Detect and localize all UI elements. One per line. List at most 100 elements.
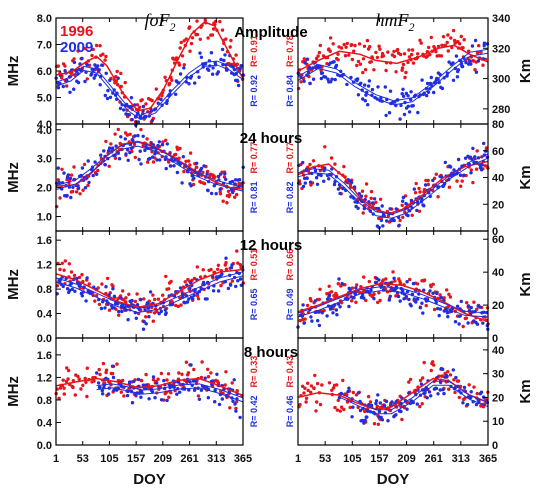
point-2009: [478, 305, 482, 309]
fit-line-1996: [55, 377, 244, 397]
point-2009: [462, 385, 467, 390]
point-2009: [230, 263, 234, 267]
point-1996: [178, 296, 182, 300]
point-1996: [64, 379, 69, 384]
point-1996: [352, 49, 356, 53]
point-1996: [182, 169, 186, 174]
point-1996: [221, 199, 225, 203]
point-2009: [138, 149, 142, 153]
point-2009: [136, 120, 141, 124]
fit-line-2009-lower: [55, 145, 244, 192]
r-value-2009: R= 0.65: [249, 289, 259, 321]
point-1996: [355, 283, 359, 287]
point-1996: [77, 377, 81, 381]
point-2009: [338, 191, 342, 196]
point-2009: [401, 87, 405, 92]
point-1996: [481, 405, 486, 409]
point-2009: [303, 181, 307, 185]
point-2009: [377, 278, 381, 282]
point-2009: [234, 409, 238, 413]
point-2009: [320, 71, 325, 75]
point-1996: [347, 53, 351, 57]
point-1996: [60, 167, 64, 171]
point-1996: [424, 303, 428, 308]
point-2009: [394, 413, 398, 417]
point-2009: [175, 392, 179, 396]
point-1996: [309, 299, 313, 303]
point-1996: [167, 81, 172, 86]
y-tick-label: 4.0: [37, 125, 52, 137]
point-2009: [141, 134, 145, 138]
point-2009: [428, 289, 432, 293]
y-tick-label: 0.8: [37, 395, 52, 407]
point-1996: [336, 58, 340, 62]
point-2009: [135, 303, 140, 307]
point-1996: [206, 36, 210, 40]
point-2009: [420, 301, 424, 305]
point-2009: [224, 177, 228, 182]
point-1996: [83, 376, 87, 381]
point-1996: [367, 279, 371, 284]
point-1996: [220, 28, 225, 32]
point-1996: [116, 127, 121, 132]
point-2009: [182, 66, 186, 70]
point-2009: [126, 158, 130, 162]
point-2009: [239, 63, 243, 68]
point-2009: [85, 276, 89, 280]
point-2009: [362, 296, 366, 300]
point-2009: [481, 321, 485, 325]
point-2009: [363, 418, 367, 422]
point-2009: [469, 305, 473, 310]
point-2009: [409, 90, 413, 94]
point-2009: [103, 306, 107, 310]
point-2009: [61, 84, 65, 89]
point-1996: [151, 378, 156, 382]
point-2009: [366, 84, 371, 88]
point-1996: [58, 196, 62, 200]
point-1996: [422, 278, 427, 282]
y-tick-label: 80: [492, 119, 504, 131]
point-2009: [436, 77, 440, 81]
point-1996: [142, 297, 146, 301]
point-1996: [159, 371, 164, 376]
point-1996: [195, 294, 200, 298]
point-2009: [387, 298, 391, 302]
point-1996: [318, 43, 322, 48]
point-1996: [66, 377, 70, 381]
point-1996: [139, 127, 143, 132]
point-2009: [463, 156, 468, 160]
point-2009: [133, 134, 137, 138]
point-1996: [398, 52, 403, 57]
point-1996: [97, 302, 102, 307]
point-2009: [363, 99, 367, 103]
point-2009: [400, 92, 404, 96]
point-2009: [56, 166, 60, 170]
point-1996: [342, 42, 346, 47]
point-1996: [308, 162, 312, 167]
point-2009: [307, 65, 312, 70]
point-2009: [174, 92, 178, 97]
point-2009: [316, 319, 320, 323]
point-2009: [234, 284, 238, 289]
y-tick-label: 30: [492, 369, 504, 381]
point-1996: [415, 282, 420, 286]
point-2009: [116, 76, 120, 80]
point-2009: [119, 135, 123, 139]
point-2009: [209, 51, 214, 55]
point-1996: [361, 211, 365, 215]
point-1996: [161, 293, 165, 297]
point-2009: [141, 104, 146, 109]
point-1996: [426, 182, 430, 187]
point-1996: [195, 165, 199, 169]
point-2009: [301, 184, 306, 189]
point-1996: [91, 47, 95, 52]
point-2009: [359, 194, 364, 198]
point-2009: [100, 63, 104, 67]
point-2009: [340, 281, 344, 286]
point-1996: [440, 43, 444, 47]
point-2009: [385, 219, 389, 223]
point-2009: [335, 313, 339, 317]
point-1996: [350, 286, 355, 290]
point-1996: [434, 49, 438, 54]
point-2009: [399, 103, 403, 108]
